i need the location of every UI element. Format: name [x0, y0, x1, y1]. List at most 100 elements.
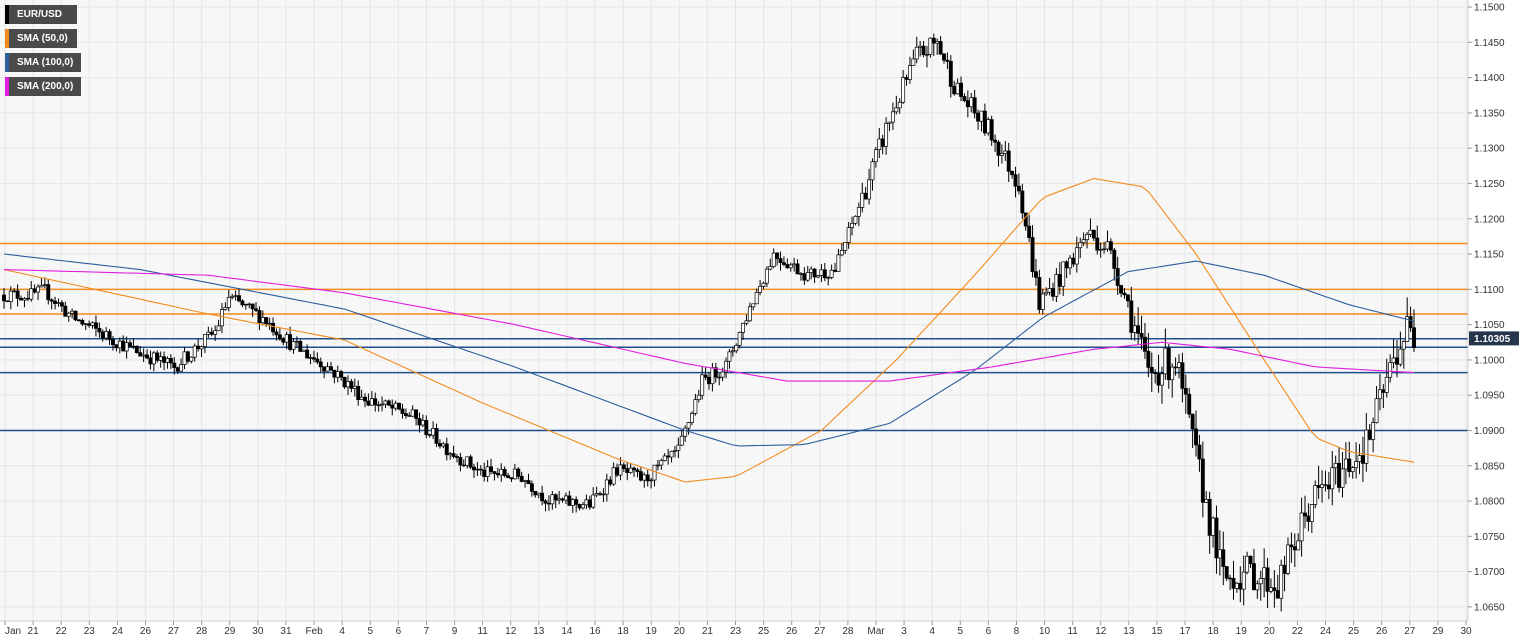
x-tick-label: 8: [1014, 626, 1020, 637]
candle-body: [1265, 567, 1270, 592]
candle-body: [1180, 362, 1185, 389]
candle-body: [1040, 293, 1045, 310]
candle-body: [638, 471, 643, 481]
candle-body: [846, 227, 851, 243]
candle-body: [298, 340, 303, 352]
candle-body: [594, 493, 599, 496]
candle-body: [655, 464, 660, 467]
legend-item-sma-100[interactable]: SMA (100,0): [5, 53, 82, 72]
candle-body: [1064, 261, 1069, 269]
candle-body: [601, 493, 606, 496]
candle-body: [730, 350, 735, 353]
candle-body: [380, 403, 384, 406]
y-tick-label: 1.1500: [1474, 3, 1505, 14]
candle-body: [1078, 242, 1083, 249]
x-tick-label: 20: [674, 626, 686, 637]
candle-body: [305, 349, 310, 359]
candle-body: [8, 290, 13, 303]
candle-body: [901, 77, 906, 103]
candle-body: [707, 376, 711, 385]
candle-body: [982, 110, 987, 134]
candle-body: [1371, 422, 1376, 440]
chart-legend: EUR/USD SMA (50,0) SMA (100,0) SMA (200,…: [5, 5, 82, 101]
candle-body: [775, 252, 780, 259]
candle-body: [1105, 241, 1110, 250]
candle-body: [145, 354, 149, 359]
candle-body: [1020, 190, 1025, 214]
y-tick-label: 1.1250: [1474, 179, 1505, 190]
candle-body: [546, 502, 551, 505]
legend-item-eurusd[interactable]: EUR/USD: [5, 5, 77, 24]
candle-body: [53, 300, 58, 304]
candle-body: [1156, 373, 1161, 386]
candle-body: [332, 369, 337, 378]
candle-body: [155, 352, 160, 361]
x-tick-label: 25: [1348, 626, 1360, 637]
candle-body: [1207, 498, 1212, 536]
candle-body: [1006, 150, 1011, 172]
candle-body: [475, 468, 480, 471]
candle-body: [1320, 484, 1324, 488]
legend-swatch-icon: [5, 77, 9, 96]
candle-body: [1044, 291, 1049, 295]
candle-body: [1391, 357, 1396, 364]
candle-body: [223, 307, 228, 310]
candle-body: [288, 334, 293, 350]
candle-body: [509, 477, 514, 480]
candle-body: [948, 60, 953, 87]
candle-body: [812, 268, 817, 278]
candle-body: [506, 475, 511, 478]
candle-body: [1200, 458, 1205, 503]
candle-body: [768, 266, 773, 270]
candle-body: [383, 400, 388, 405]
candle-body: [771, 252, 776, 267]
candle-body: [267, 322, 272, 325]
candle-body: [284, 334, 289, 343]
candle-body: [138, 352, 143, 357]
candle-body: [1187, 393, 1192, 415]
x-tick-label: 17: [1179, 626, 1191, 637]
candle-body: [1051, 288, 1055, 297]
candle-body: [141, 354, 146, 357]
candle-body: [39, 284, 44, 288]
candle-body: [979, 110, 984, 122]
candle-body: [788, 264, 793, 269]
candle-body: [652, 464, 657, 481]
legend-item-sma-50[interactable]: SMA (50,0): [5, 29, 77, 48]
candle-body: [260, 317, 265, 324]
x-tick-label: 31: [280, 626, 292, 637]
candle-body: [42, 284, 47, 286]
candle-body: [1081, 239, 1086, 243]
candle-body: [1108, 241, 1113, 251]
candle-body: [1337, 462, 1342, 488]
candle-body: [1388, 362, 1393, 378]
candle-body: [1010, 170, 1015, 176]
candle-body: [356, 385, 361, 400]
candle-body: [22, 297, 27, 301]
candle-body: [349, 381, 354, 389]
candle-body: [168, 357, 173, 364]
legend-label: SMA (50,0): [17, 33, 68, 44]
candle-body: [247, 303, 252, 306]
y-tick-label: 1.1350: [1474, 108, 1505, 119]
candle-body: [1057, 274, 1062, 287]
candle-body: [465, 456, 470, 466]
candle-body: [734, 344, 739, 352]
legend-item-sma-200[interactable]: SMA (200,0): [5, 77, 82, 96]
candle-body: [59, 302, 64, 307]
candle-body: [165, 357, 170, 363]
candle-body: [996, 141, 1001, 156]
candle-body: [894, 107, 899, 113]
y-tick-label: 1.1000: [1474, 355, 1505, 366]
candle-body: [329, 366, 333, 371]
candle-body: [100, 331, 105, 339]
candle-body: [175, 367, 180, 372]
candle-body: [778, 258, 783, 264]
candle-body: [46, 284, 51, 301]
candle-body: [976, 112, 981, 122]
candle-body: [308, 357, 313, 359]
candle-body: [993, 139, 998, 143]
candle-body: [1211, 517, 1216, 536]
candle-body: [277, 334, 282, 340]
candle-body: [390, 404, 395, 409]
